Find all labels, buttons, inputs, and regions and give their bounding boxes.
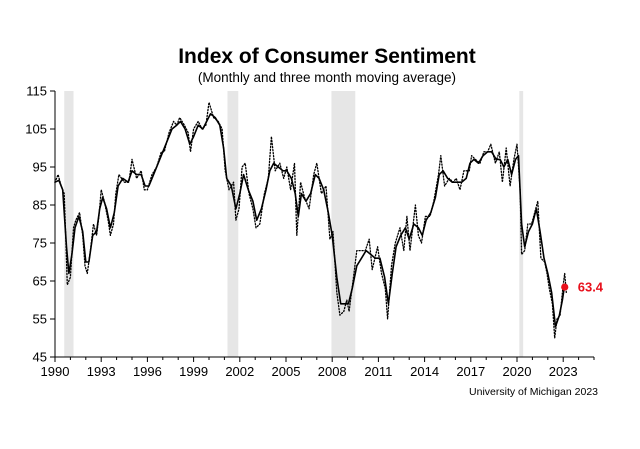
y-tick-label: 55 (33, 312, 47, 327)
y-tick-label: 95 (33, 160, 47, 175)
recession-band-3 (331, 91, 356, 357)
y-tick-label: 85 (33, 198, 47, 213)
x-tick-label: 2002 (225, 364, 254, 379)
y-tick-label: 115 (26, 84, 47, 99)
moving-average-line (54, 113, 568, 328)
source-credit: University of Michigan 2023 (469, 386, 598, 398)
chart-subtitle: (Monthly and three month moving average) (198, 70, 456, 85)
x-tick-label: 2011 (364, 364, 392, 379)
chart-title: Index of Consumer Sentiment (178, 45, 476, 68)
recession-bands (64, 91, 524, 357)
x-tick-label: 1999 (179, 364, 208, 379)
latest-value-label: 63.4 (578, 280, 604, 295)
x-tick-label: 2008 (318, 364, 347, 379)
y-tick-label: 75 (33, 236, 47, 251)
monthly-series-line (54, 101, 567, 339)
x-tick-label: 2017 (456, 364, 485, 379)
x-tick-label: 2005 (272, 364, 301, 379)
recession-band-1 (64, 91, 74, 357)
y-tick-label: 65 (33, 274, 47, 289)
y-tick-label: 45 (33, 350, 47, 365)
x-tick-label: 2023 (549, 364, 578, 379)
x-tick-label: 1996 (133, 364, 162, 379)
x-tick-label: 1993 (87, 364, 116, 379)
y-tick-label: 105 (25, 122, 47, 137)
latest-marker: 63.4 (561, 280, 604, 295)
x-tick-label: 2014 (410, 364, 439, 379)
axes: 45 55 65 75 85 95 105 115 1990 1993 1996 1999 2002 20… (25, 84, 595, 379)
series-lines (54, 101, 568, 339)
x-tick-label: 1990 (41, 364, 70, 379)
x-tick-label: 2020 (503, 364, 532, 379)
latest-point (561, 283, 569, 291)
recession-band-2 (227, 91, 239, 357)
